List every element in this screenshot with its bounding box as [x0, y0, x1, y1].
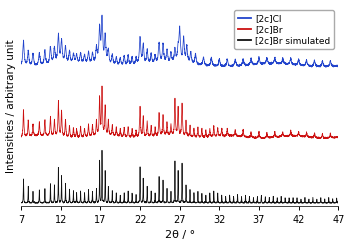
Legend: [2c]Cl, [2c]Br, [2c]Br simulated: [2c]Cl, [2c]Br, [2c]Br simulated	[234, 10, 334, 49]
Y-axis label: Intensities / arbitrary unit: Intensities / arbitrary unit	[6, 39, 15, 172]
X-axis label: 2θ / °: 2θ / °	[164, 231, 195, 240]
